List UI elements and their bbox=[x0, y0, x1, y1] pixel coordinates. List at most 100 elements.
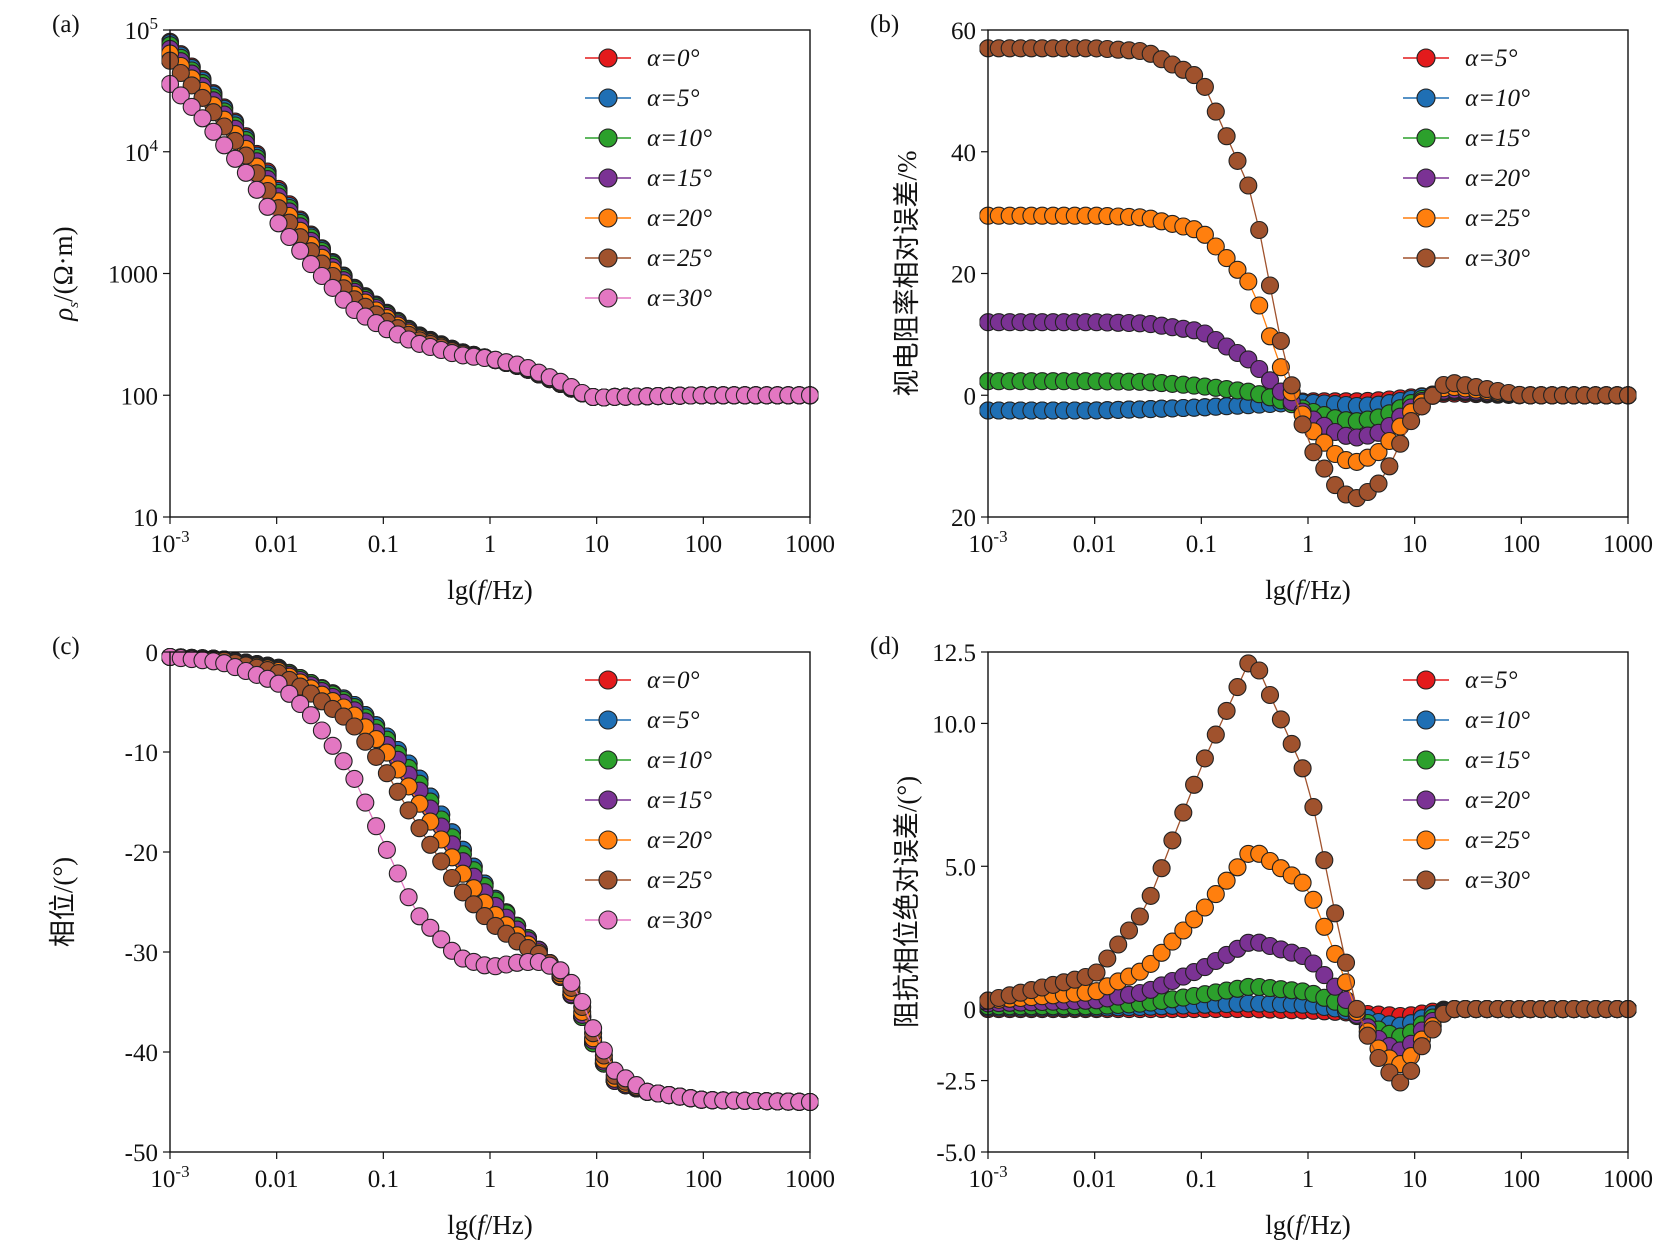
data-point bbox=[1293, 873, 1312, 892]
y-tick-label: 1000 bbox=[108, 262, 158, 289]
legend-marker bbox=[1416, 128, 1436, 148]
legend-marker bbox=[1416, 790, 1436, 810]
data-point bbox=[345, 769, 364, 788]
legend-item: α=30° bbox=[585, 285, 712, 312]
series-0 bbox=[161, 32, 819, 407]
plot-area bbox=[161, 647, 819, 1112]
data-point bbox=[367, 817, 386, 836]
x-tick-label: 1 bbox=[484, 1166, 497, 1193]
x-axis-label: lg(f/Hz) bbox=[1265, 575, 1351, 605]
axes-frame bbox=[987, 29, 1629, 518]
x-tick-label: 1 bbox=[1302, 1166, 1315, 1193]
x-tick-label: 0.1 bbox=[368, 1166, 399, 1193]
legend-marker bbox=[598, 710, 618, 730]
legend-item: α=10° bbox=[1403, 707, 1530, 734]
legend: α=5° α=10° α=15° α=20° α=25° α=30° bbox=[1403, 45, 1530, 272]
data-point bbox=[1217, 871, 1236, 890]
data-point bbox=[573, 992, 592, 1012]
legend-label: α=15° bbox=[647, 787, 712, 814]
y-tick-label: 0 bbox=[146, 640, 159, 667]
data-point bbox=[1239, 176, 1258, 195]
x-tick-label: 1000 bbox=[785, 531, 835, 558]
data-point bbox=[1217, 127, 1236, 146]
data-point bbox=[442, 868, 462, 888]
x-tick-label: 1000 bbox=[785, 1166, 835, 1193]
plot-area bbox=[979, 39, 1637, 508]
data-point bbox=[1109, 935, 1128, 954]
data-point bbox=[1282, 376, 1301, 395]
data-point bbox=[1304, 443, 1323, 462]
legend-marker bbox=[598, 48, 618, 68]
series-6 bbox=[161, 74, 819, 407]
y-tick-label: 105 bbox=[125, 14, 159, 45]
legend-item: α=0° bbox=[585, 45, 700, 72]
data-point bbox=[1152, 859, 1171, 878]
legend: α=0° α=5° α=10° α=15° α=20° α=25° α=30° bbox=[585, 45, 712, 312]
data-point bbox=[1228, 260, 1247, 279]
legend-label: α=30° bbox=[647, 285, 712, 312]
legend-item: α=30° bbox=[1403, 867, 1530, 894]
legend-item: α=20° bbox=[1403, 165, 1530, 192]
data-point bbox=[171, 63, 190, 83]
data-point bbox=[1412, 1037, 1431, 1056]
legend-item: α=25° bbox=[585, 867, 712, 894]
y-axis-label: 视电阻率相对误差/% bbox=[892, 151, 922, 397]
legend-label: α=20° bbox=[647, 827, 712, 854]
data-point bbox=[562, 973, 581, 992]
y-tick-label: 0 bbox=[964, 383, 977, 410]
data-point bbox=[1228, 151, 1247, 170]
legend-label: α=15° bbox=[1465, 747, 1530, 774]
x-tick-label: 10-3 bbox=[150, 1162, 189, 1193]
legend-item: α=25° bbox=[1403, 205, 1530, 232]
legend-item: α=10° bbox=[585, 747, 712, 774]
data-point bbox=[323, 736, 342, 755]
data-point bbox=[1250, 359, 1269, 379]
data-point bbox=[1239, 272, 1258, 291]
data-point bbox=[432, 930, 451, 949]
legend-item: α=15° bbox=[1403, 125, 1530, 152]
data-point bbox=[410, 819, 429, 838]
y-tick-label: -2.5 bbox=[936, 1069, 976, 1096]
legend-label: α=25° bbox=[647, 867, 712, 894]
data-point bbox=[301, 255, 321, 274]
series-line bbox=[169, 42, 810, 399]
data-point bbox=[1391, 1073, 1410, 1092]
data-point bbox=[1250, 661, 1269, 680]
data-point bbox=[1315, 966, 1334, 985]
y-axis-label: ρs/(Ω·m) bbox=[48, 226, 82, 321]
data-point bbox=[1315, 851, 1334, 870]
panel-label: (d) bbox=[870, 633, 899, 660]
legend-marker bbox=[598, 88, 618, 108]
data-point bbox=[1185, 910, 1204, 929]
data-point bbox=[388, 864, 407, 883]
legend-label: α=5° bbox=[647, 85, 700, 112]
data-point bbox=[1271, 331, 1290, 351]
legend: α=0° α=5° α=10° α=15° α=20° α=25° α=30° bbox=[585, 667, 712, 934]
data-point bbox=[1228, 858, 1247, 877]
data-point bbox=[1250, 296, 1269, 315]
y-tick-label: -10 bbox=[125, 740, 158, 767]
data-point bbox=[388, 782, 407, 801]
data-point bbox=[367, 747, 386, 766]
data-point bbox=[1315, 917, 1334, 936]
x-tick-label: 100 bbox=[685, 531, 723, 558]
legend-marker bbox=[1416, 48, 1436, 68]
x-tick-label: 0.1 bbox=[368, 531, 399, 558]
data-point bbox=[1412, 397, 1431, 416]
y-tick-label: 10.0 bbox=[932, 711, 976, 738]
x-tick-label: 100 bbox=[1503, 1166, 1541, 1193]
x-tick-label: 0.1 bbox=[1186, 1166, 1217, 1193]
legend-item: α=15° bbox=[1403, 747, 1530, 774]
plot-area bbox=[979, 654, 1637, 1092]
series-5 bbox=[979, 654, 1637, 1092]
data-point bbox=[236, 163, 255, 182]
data-point bbox=[421, 918, 440, 937]
data-point bbox=[1369, 474, 1388, 493]
data-point bbox=[421, 835, 440, 854]
panel-a: (a) 10-3 0.01 0.1 1 10 100 1000 10 100 1000 104 105 l… bbox=[48, 11, 835, 605]
y-axis-label: 阻抗相位绝对误差/(°) bbox=[892, 776, 922, 1028]
data-point bbox=[1423, 386, 1442, 405]
x-tick-label: 1 bbox=[484, 531, 497, 558]
x-axis-label: lg(f/Hz) bbox=[447, 575, 533, 605]
x-tick-label: 10 bbox=[584, 1166, 609, 1193]
